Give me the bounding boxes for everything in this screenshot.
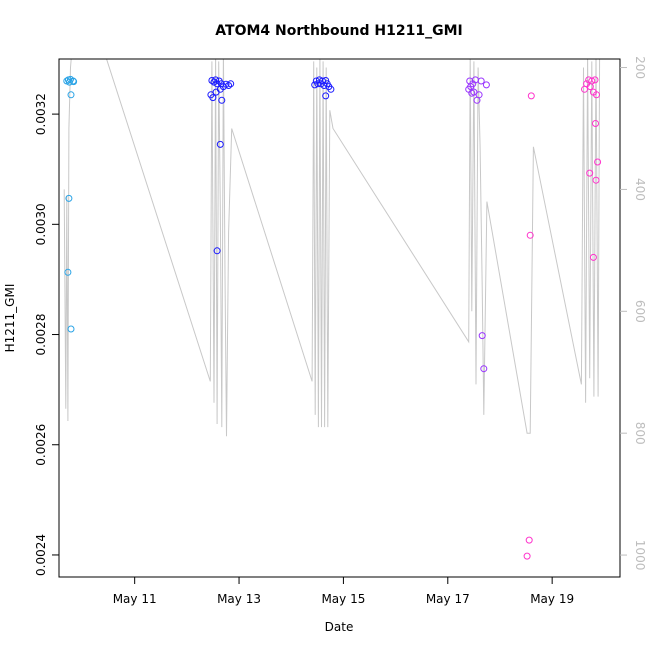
x-tick-label: May 13: [217, 592, 261, 606]
y2-tick-label: 200: [633, 56, 647, 79]
data-point: [523, 552, 531, 560]
data-point: [70, 78, 78, 86]
x-axis-label: Date: [325, 620, 354, 634]
plot-area: [63, 59, 602, 560]
data-point: [525, 536, 533, 544]
data-point: [209, 94, 217, 102]
data-point: [526, 231, 534, 239]
data-point: [225, 82, 233, 89]
y2-tick-label: 1000: [633, 540, 647, 571]
x-tick-label: May 17: [426, 592, 470, 606]
y-tick-label: 0.0024: [34, 534, 48, 576]
y-axis-label: H1211_GMI: [3, 284, 17, 353]
data-point: [67, 91, 75, 99]
data-point: [216, 140, 224, 148]
y2-tick-label: 800: [633, 422, 647, 445]
data-point: [208, 77, 216, 84]
chart-title: ATOM4 Northbound H1211_GMI: [215, 23, 462, 39]
data-point: [478, 332, 486, 340]
data-point: [527, 92, 535, 100]
y-tick-label: 0.0032: [34, 93, 48, 135]
data-point: [592, 120, 599, 127]
y-tick-label: 0.0026: [34, 424, 48, 466]
data-point: [65, 194, 73, 202]
data-point: [213, 247, 221, 255]
x-tick-label: May 15: [321, 592, 365, 606]
y-tick-label: 0.0028: [34, 314, 48, 356]
secondary-trace-line: [63, 59, 601, 437]
data-point: [216, 85, 224, 93]
data-point: [594, 158, 602, 166]
data-point: [322, 77, 330, 84]
y-axis-left: 0.0024 0.0026 0.0028 0.0030 0.0032: [34, 93, 59, 576]
data-point: [593, 91, 600, 99]
data-point: [480, 365, 488, 373]
y2-tick-label: 600: [633, 300, 647, 323]
data-point: [212, 76, 220, 84]
data-point: [592, 176, 600, 184]
x-tick-label: May 11: [113, 592, 157, 606]
data-point: [227, 80, 235, 88]
x-axis: May 11 May 13 May 15 May 17 May 19: [113, 577, 574, 606]
data-point: [591, 76, 599, 84]
x-tick-label: May 19: [530, 592, 574, 606]
data-point: [64, 268, 72, 276]
data-point: [589, 253, 597, 261]
data-point: [586, 169, 594, 177]
y2-tick-label: 400: [633, 178, 647, 201]
data-point: [475, 91, 483, 99]
data-point: [327, 85, 335, 93]
data-point: [218, 96, 226, 104]
data-point: [482, 81, 490, 89]
data-point: [67, 325, 75, 333]
data-point: [322, 92, 330, 100]
data-point: [588, 77, 596, 85]
plot-frame: [58, 58, 621, 578]
y-axis-right: 200 400 600 800 1000: [620, 56, 647, 570]
data-point: [477, 77, 485, 85]
y-tick-label: 0.0030: [34, 203, 48, 245]
